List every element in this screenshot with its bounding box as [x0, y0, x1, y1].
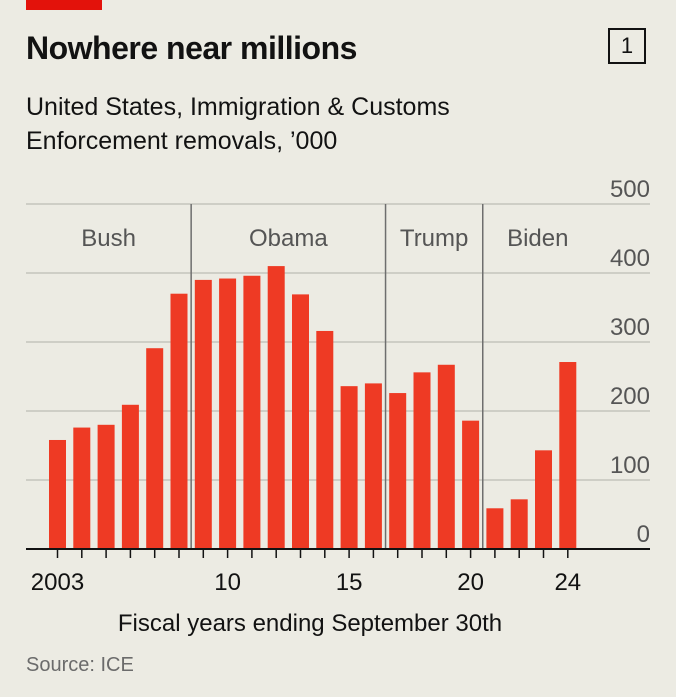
- bar: [219, 278, 237, 549]
- bar: [364, 383, 382, 549]
- bars: [49, 266, 577, 549]
- bar: [389, 393, 407, 549]
- x-axis-title: Fiscal years ending September 30th: [117, 610, 503, 637]
- x-tick-label: 24: [554, 569, 581, 596]
- bar: [316, 330, 334, 549]
- bar: [486, 508, 504, 549]
- bar: [292, 294, 309, 549]
- bar: [413, 372, 431, 549]
- chart-subtitle: United States, Immigration & Customs Enf…: [26, 93, 450, 155]
- bar: [146, 348, 164, 549]
- bar: [462, 420, 480, 549]
- presidency-label: Bush: [81, 225, 136, 252]
- y-tick-label: 200: [610, 383, 650, 410]
- brand-red-tab: [26, 0, 102, 10]
- bar: [437, 364, 455, 549]
- bar: [559, 362, 577, 549]
- chart-number-badge: 1: [608, 28, 646, 64]
- bar: [267, 266, 285, 549]
- bar: [170, 293, 188, 549]
- presidency-dividers: [190, 204, 484, 549]
- x-axis-ticks: 2003 10 15 20 24: [31, 549, 581, 596]
- chart-title: Nowhere near millions: [26, 30, 357, 66]
- x-tick-label: 15: [336, 569, 363, 596]
- bar: [73, 427, 91, 549]
- x-tick-label: 10: [214, 569, 241, 596]
- y-tick-label: 400: [610, 245, 650, 272]
- presidency-labels: Bush Obama Trump Biden: [81, 225, 568, 252]
- bar: [49, 439, 66, 549]
- bar: [121, 404, 139, 549]
- y-tick-label: 0: [637, 521, 650, 548]
- bar: [194, 279, 212, 549]
- source-note: Source: ICE: [26, 654, 134, 676]
- y-tick-label: 500: [610, 176, 650, 203]
- x-tick-label: 20: [457, 569, 484, 596]
- presidency-label: Obama: [249, 225, 328, 252]
- presidency-label: Trump: [400, 225, 468, 252]
- y-axis-labels: 0 100 200 300 400 500: [610, 176, 650, 548]
- bar: [97, 424, 115, 549]
- bar: [340, 386, 358, 549]
- y-tick-label: 100: [610, 452, 650, 479]
- presidency-label: Biden: [507, 225, 568, 252]
- removals-bar-chart: 2003 10 15 20 24 0 100 200 300 400 500 Bush Obama T…: [26, 176, 650, 596]
- x-tick-label: 2003: [31, 569, 84, 596]
- bar: [510, 499, 528, 549]
- bar: [535, 450, 552, 549]
- y-tick-label: 300: [610, 314, 650, 341]
- bar: [243, 275, 261, 549]
